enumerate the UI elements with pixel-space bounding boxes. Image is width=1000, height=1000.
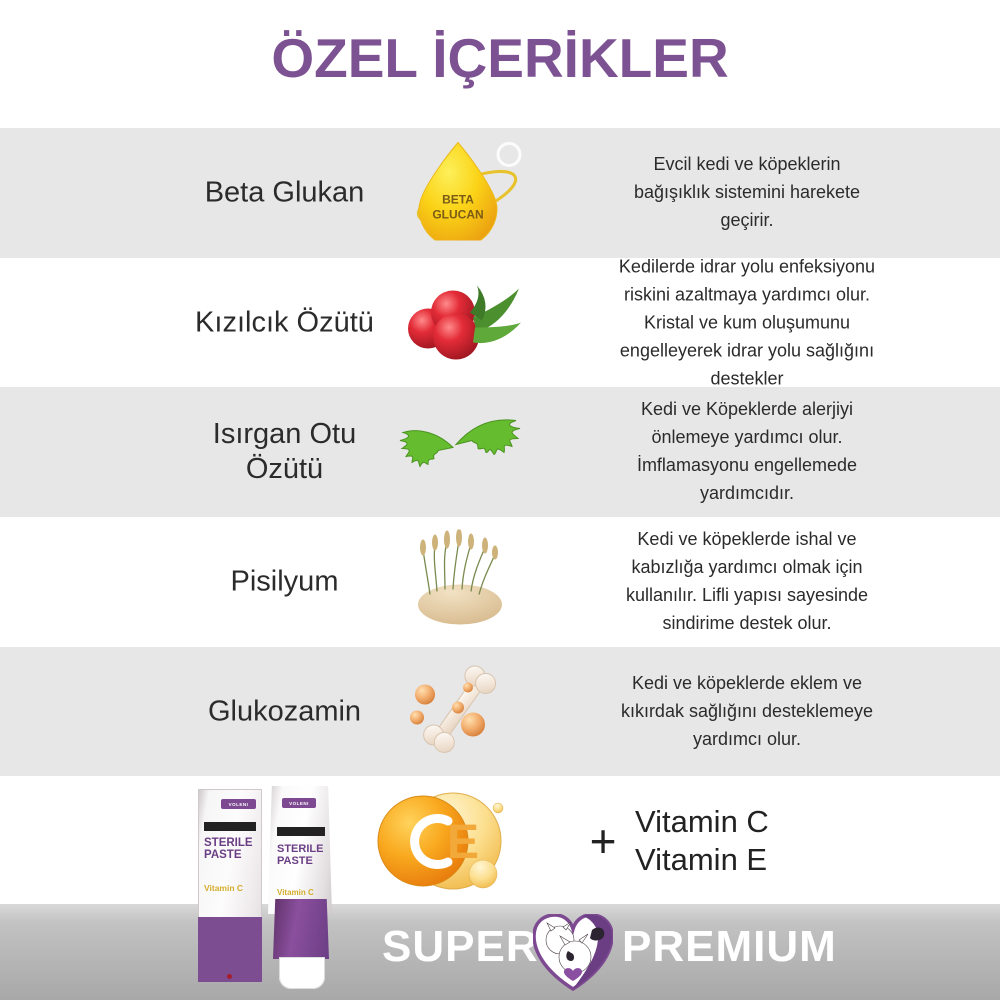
svg-text:BETA: BETA xyxy=(442,193,474,207)
svg-text:E: E xyxy=(447,816,479,869)
svg-text:GLUCAN: GLUCAN xyxy=(432,208,483,222)
